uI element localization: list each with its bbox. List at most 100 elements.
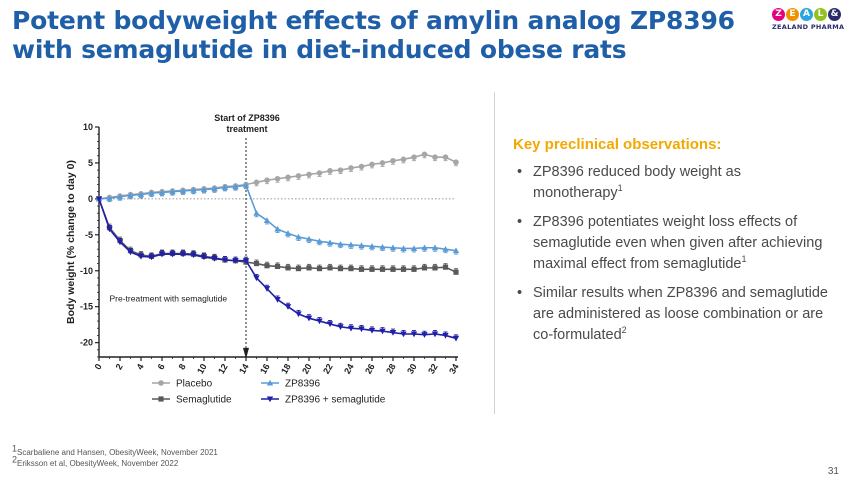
- observation-text: ZP8396 potentiates weight loss effects o…: [533, 214, 823, 272]
- x-tick-label: 10: [195, 362, 209, 376]
- data-point: [421, 332, 428, 338]
- data-point: [137, 253, 145, 260]
- data-point: [379, 243, 386, 250]
- data-point: [421, 151, 428, 158]
- pretreatment-label: Pre-treatment with semaglutide: [110, 294, 228, 304]
- data-point: [390, 266, 396, 272]
- data-point: [169, 251, 176, 258]
- data-point: [253, 179, 260, 186]
- data-point: [411, 154, 417, 160]
- data-point: [264, 177, 270, 183]
- data-point: [326, 239, 334, 246]
- data-point: [390, 157, 396, 164]
- data-point: [263, 286, 271, 292]
- data-point: [284, 304, 292, 310]
- x-tick-label: 22: [321, 362, 335, 376]
- y-tick-label: -10: [80, 266, 93, 276]
- logo-letter-z: Z: [772, 8, 785, 21]
- data-point: [337, 265, 344, 272]
- data-point: [127, 249, 134, 256]
- observation-text: Similar results when ZP8396 and semaglut…: [533, 285, 828, 343]
- observation-item: • Similar results when ZP8396 and semaglu…: [513, 283, 833, 346]
- data-point: [148, 189, 155, 196]
- data-point: [211, 255, 218, 262]
- data-point: [453, 159, 459, 166]
- data-point: [348, 265, 354, 272]
- data-point: [442, 332, 449, 339]
- zealand-pharma-logo: Z E A L & ZEALAND PHARMA: [772, 8, 844, 38]
- data-point: [106, 226, 113, 233]
- data-point: [221, 184, 229, 190]
- data-point: [190, 187, 197, 193]
- footnote: 2Eriksson et al, ObesityWeek, November 2…: [12, 455, 218, 469]
- data-point: [95, 196, 103, 203]
- x-tick-label: 26: [363, 362, 377, 376]
- data-point: [400, 266, 407, 272]
- x-tick-label: 24: [342, 362, 356, 376]
- y-tick-label: -20: [80, 338, 93, 348]
- data-point: [326, 321, 334, 328]
- footnote-marker: 1: [12, 443, 18, 454]
- logo-letter-amp: &: [828, 8, 841, 21]
- x-tick-label: 20: [300, 362, 314, 376]
- series-line: [98, 198, 457, 273]
- data-point: [253, 260, 260, 267]
- data-point: [368, 243, 376, 249]
- y-tick-label: 5: [88, 158, 93, 168]
- data-point: [200, 186, 208, 193]
- page-number: 31: [827, 466, 839, 477]
- data-point: [337, 167, 344, 173]
- observation-item: • ZP8396 reduced body weight as monothera…: [513, 162, 833, 204]
- logo-subtitle: ZEALAND PHARMA: [772, 23, 845, 31]
- data-point: [253, 275, 260, 282]
- data-point: [274, 296, 281, 303]
- data-point: [274, 175, 281, 182]
- logo-letter-e: E: [786, 8, 799, 21]
- x-tick-label: 6: [156, 362, 167, 371]
- data-point: [316, 265, 323, 272]
- data-point: [169, 188, 176, 195]
- data-point: [347, 325, 355, 332]
- data-point: [358, 266, 365, 272]
- data-point: [442, 154, 449, 160]
- data-point: [306, 171, 312, 178]
- data-point: [368, 327, 376, 334]
- data-point: [179, 187, 187, 194]
- legend-marker: [266, 396, 274, 403]
- data-point: [158, 189, 166, 195]
- data-point: [253, 210, 260, 216]
- data-point: [347, 241, 355, 248]
- data-point: [431, 331, 439, 338]
- x-tick-label: 4: [135, 362, 146, 371]
- data-point: [295, 311, 302, 318]
- data-point: [295, 173, 302, 179]
- legend-label: ZP8396: [285, 379, 320, 390]
- data-point: [421, 265, 428, 271]
- data-point: [369, 266, 375, 272]
- data-point: [116, 239, 124, 246]
- data-point: [358, 242, 365, 249]
- bullet-icon: •: [517, 164, 523, 180]
- data-point: [116, 193, 124, 200]
- data-point: [400, 156, 407, 163]
- data-point: [242, 182, 250, 188]
- data-point: [327, 168, 333, 174]
- data-point: [389, 330, 397, 336]
- observation-footnote-ref: 1: [741, 254, 747, 265]
- data-point: [400, 245, 407, 252]
- observation-footnote-ref: 1: [617, 183, 623, 194]
- data-point: [432, 265, 438, 271]
- data-point: [358, 326, 365, 333]
- logo-letters: Z E A L &: [772, 8, 844, 21]
- footnote-marker: 2: [12, 454, 18, 465]
- data-point: [379, 266, 386, 272]
- x-tick-label: 30: [405, 362, 419, 376]
- data-point: [295, 265, 302, 272]
- legend-marker: [158, 380, 164, 386]
- data-point: [379, 160, 386, 166]
- data-point: [379, 328, 386, 335]
- vertical-divider: [494, 92, 495, 414]
- data-point: [221, 257, 229, 264]
- data-point: [410, 331, 418, 338]
- data-point: [327, 265, 333, 271]
